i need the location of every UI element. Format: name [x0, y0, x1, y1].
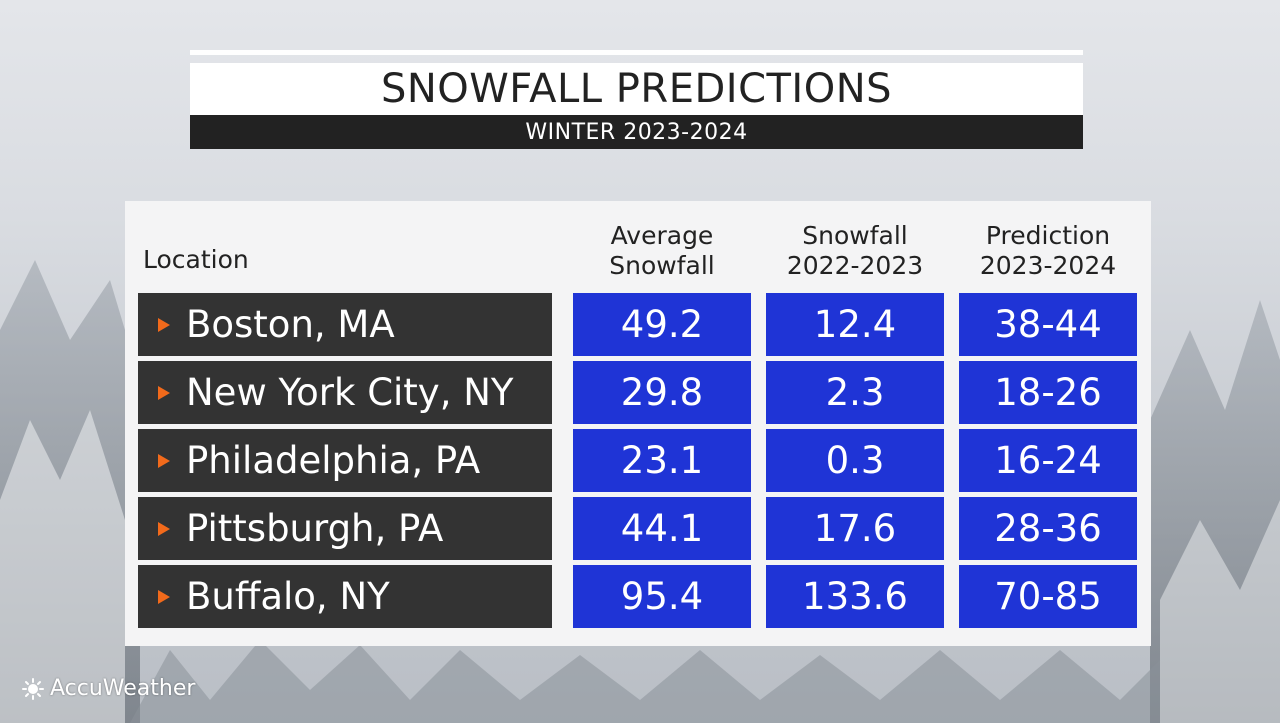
- prediction-cell: 38-44: [959, 293, 1137, 356]
- prediction-cell: 70-85: [959, 565, 1137, 628]
- prediction-cell: 18-26: [959, 361, 1137, 424]
- arrow-marker-icon: [158, 521, 170, 536]
- snowfall-2022-2023-cell: 0.3: [766, 429, 944, 492]
- chart-subtitle: WINTER 2023-2024: [190, 115, 1083, 149]
- header-snowfall-2022-2023: Snowfall 2022-2023: [786, 221, 924, 280]
- location-label: Philadelphia, PA: [186, 439, 481, 482]
- location-cell: New York City, NY: [138, 361, 552, 424]
- location-cell: Buffalo, NY: [138, 565, 552, 628]
- snowfall-2022-2023-cell: 2.3: [766, 361, 944, 424]
- header-average-snowfall: Average Snowfall: [609, 221, 715, 280]
- sun-icon: [22, 677, 44, 700]
- header-location: Location: [143, 245, 249, 274]
- snowfall-2022-2023-cell: 133.6: [766, 565, 944, 628]
- location-cell: Boston, MA: [138, 293, 552, 356]
- average-cell: 95.4: [573, 565, 751, 628]
- prediction-cell: 28-36: [959, 497, 1137, 560]
- arrow-marker-icon: [158, 589, 170, 604]
- arrow-marker-icon: [158, 385, 170, 400]
- title-block: SNOWFALL PREDICTIONS WINTER 2023-2024: [190, 50, 1083, 149]
- brand-name: AccuWeather: [50, 676, 196, 701]
- location-label: Pittsburgh, PA: [186, 507, 444, 550]
- location-label: Buffalo, NY: [186, 575, 390, 618]
- accuweather-logo: AccuWeather: [22, 676, 195, 701]
- arrow-marker-icon: [158, 317, 170, 332]
- location-cell: Philadelphia, PA: [138, 429, 552, 492]
- average-cell: 29.8: [573, 361, 751, 424]
- header-prediction-2023-2024: Prediction 2023-2024: [979, 221, 1117, 280]
- snowfall-2022-2023-cell: 17.6: [766, 497, 944, 560]
- average-cell: 23.1: [573, 429, 751, 492]
- snowfall-table: Location Average Snowfall Snowfall 2022-…: [125, 201, 1151, 646]
- location-cell: Pittsburgh, PA: [138, 497, 552, 560]
- location-label: New York City, NY: [186, 371, 514, 414]
- arrow-marker-icon: [158, 453, 170, 468]
- title-top-rule: [190, 50, 1083, 55]
- average-cell: 44.1: [573, 497, 751, 560]
- chart-title: SNOWFALL PREDICTIONS: [190, 63, 1083, 115]
- snowfall-2022-2023-cell: 12.4: [766, 293, 944, 356]
- prediction-cell: 16-24: [959, 429, 1137, 492]
- location-label: Boston, MA: [186, 303, 395, 346]
- average-cell: 49.2: [573, 293, 751, 356]
